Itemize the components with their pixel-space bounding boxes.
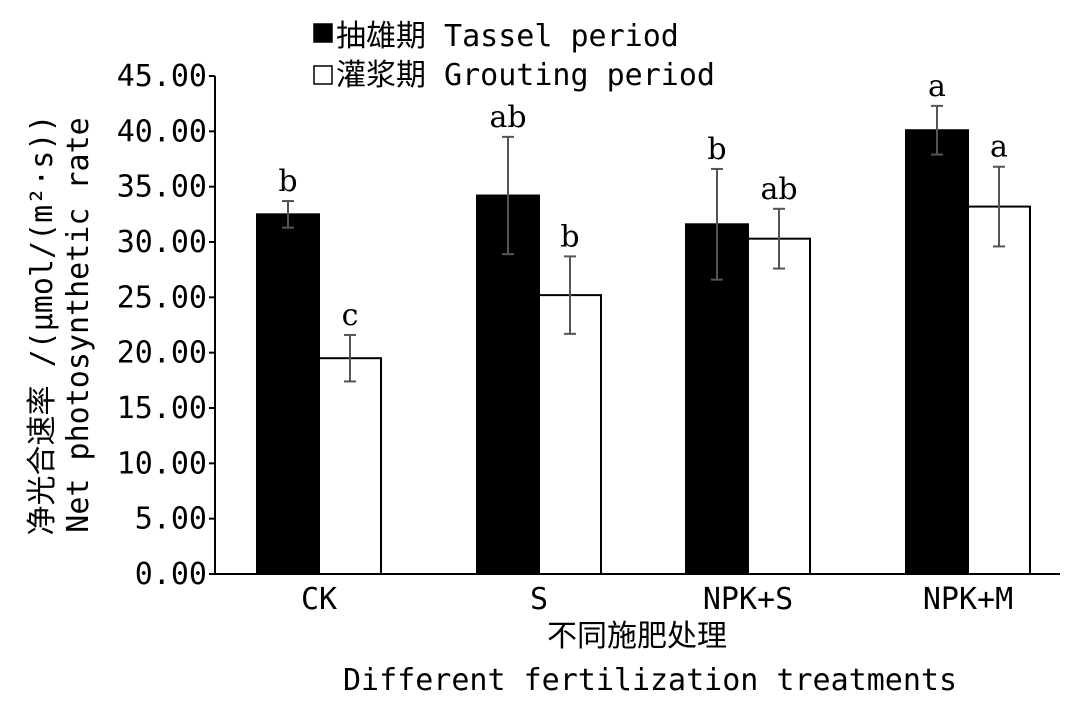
y-tick-label-3: 15.00 — [117, 391, 207, 426]
significance-label: a — [928, 69, 946, 104]
y-tick-label-9: 45.00 — [117, 59, 207, 94]
x-tick-label-2: NPK+S — [703, 582, 793, 617]
x-axis-categories: CK S NPK+S NPK+M — [301, 582, 1013, 617]
bar-tassel-ck — [256, 213, 320, 575]
bar-tassel-s — [476, 194, 540, 576]
x-axis-title-en: Different fertilization treatments — [343, 663, 957, 698]
significance-label: b — [560, 219, 579, 254]
legend-swatch-grouting — [313, 65, 333, 85]
y-axis-ticks: 0.00 5.00 10.00 15.00 20.00 25.00 30.00 35.00 40… — [117, 59, 215, 592]
x-tick-label-0: CK — [301, 582, 337, 617]
legend-label-grouting: 灌浆期 Grouting period — [336, 58, 715, 93]
y-axis-title-en: Net photosynthetic rate — [61, 117, 96, 532]
significance-label: b — [707, 132, 726, 167]
bars — [256, 129, 1031, 576]
y-tick-label-6: 30.00 — [117, 225, 207, 260]
bar-grouting-s — [538, 294, 602, 575]
legend-label-tassel: 抽雄期 Tassel period — [336, 19, 679, 54]
legend-swatch-tassel — [313, 23, 333, 43]
x-tick-label-1: S — [530, 582, 548, 617]
legend: 抽雄期 Tassel period 灌浆期 Grouting period — [313, 19, 715, 93]
bar-grouting-ck — [318, 357, 382, 576]
bar-grouting-npk-s — [747, 237, 811, 575]
significance-label: a — [990, 130, 1008, 165]
y-tick-label-1: 5.00 — [135, 502, 207, 537]
x-tick-label-3: NPK+M — [923, 582, 1013, 617]
y-tick-label-2: 10.00 — [117, 446, 207, 481]
y-tick-label-0: 0.00 — [135, 557, 207, 592]
significance-label: ab — [760, 172, 797, 207]
y-tick-label-7: 35.00 — [117, 170, 207, 205]
y-axis-title-cn: 净光合速率 /(μmol/(m²·s)) — [25, 115, 60, 536]
significance-label: c — [342, 298, 359, 333]
y-tick-label-8: 40.00 — [117, 114, 207, 149]
y-tick-label-5: 25.00 — [117, 280, 207, 315]
bar-tassel-npk-m — [905, 129, 969, 576]
error-bars — [282, 104, 1005, 383]
y-tick-label-4: 20.00 — [117, 336, 207, 371]
bar-grouting-npk-m — [967, 205, 1031, 575]
significance-label: ab — [489, 100, 526, 135]
x-axis-title-cn: 不同施肥处理 — [547, 619, 727, 654]
significance-label: b — [278, 164, 297, 199]
